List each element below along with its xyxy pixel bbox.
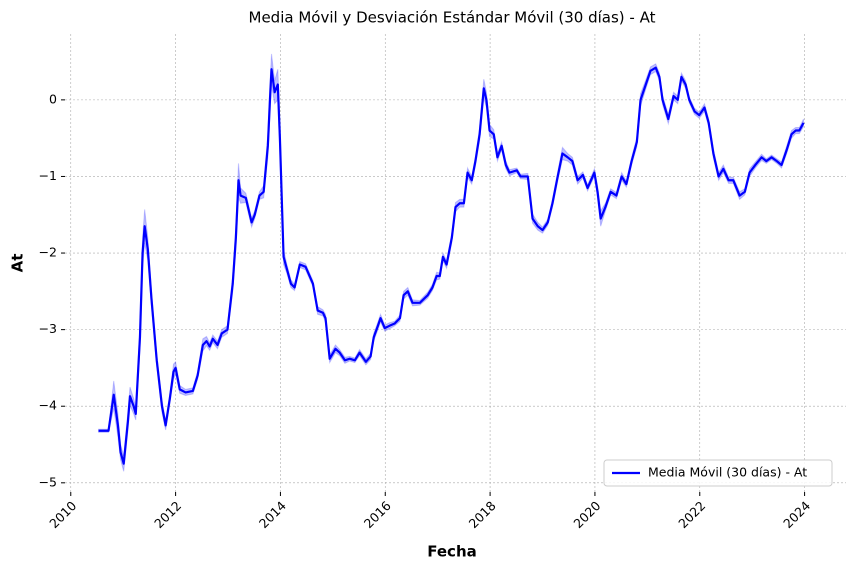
x-tick-label: 2012 — [151, 498, 184, 531]
x-tick-label: 2016 — [361, 498, 394, 531]
legend-box — [603, 459, 833, 487]
line — [98, 66, 805, 465]
x-tick-label: 2020 — [570, 498, 603, 531]
x-tick-label: 2010 — [46, 498, 79, 531]
y-tick-label: −5 — [39, 474, 57, 489]
x-tick-label: 2022 — [675, 498, 708, 531]
std-band — [98, 53, 805, 472]
y-tick-label: 0 — [49, 91, 57, 106]
y-tick-label: −1 — [39, 168, 57, 183]
y-tick-label: −4 — [39, 398, 57, 413]
x-tick-label: 2024 — [780, 498, 813, 531]
x-tick-label: 2014 — [256, 498, 289, 531]
y-axis-label: At — [9, 254, 27, 273]
chart-title: Media Móvil y Desviación Estándar Móvil … — [249, 9, 656, 27]
y-tick-label: −3 — [39, 321, 57, 336]
y-tick-label: −2 — [39, 245, 57, 260]
x-tick-label: 2018 — [466, 498, 499, 531]
legend-label: Media Móvil (30 días) - At — [648, 465, 807, 480]
x-axis-label: Fecha — [427, 543, 477, 561]
